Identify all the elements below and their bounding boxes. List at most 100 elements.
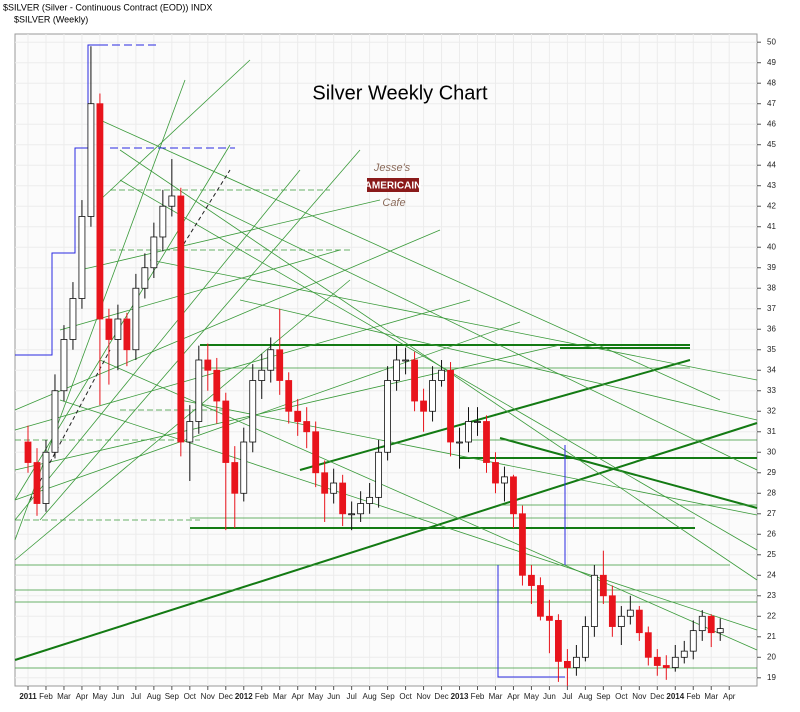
y-tick-label: 30 xyxy=(767,447,776,456)
candle-body xyxy=(501,476,508,484)
y-tick-label: 28 xyxy=(767,488,776,497)
trend-line xyxy=(119,179,758,551)
y-tick-label: 22 xyxy=(767,611,776,620)
candle-body xyxy=(465,421,472,443)
y-tick-label: 37 xyxy=(767,304,776,313)
x-tick-label: Oct xyxy=(184,692,197,701)
y-tick-label: 34 xyxy=(767,365,776,374)
logo-text: Cafe xyxy=(382,197,405,209)
trend-line xyxy=(99,119,721,401)
y-tick-label: 29 xyxy=(767,468,776,477)
x-tick-label: Jun xyxy=(327,692,340,701)
candle-body xyxy=(132,287,140,351)
trend-line xyxy=(99,59,251,201)
x-tick-label: Jul xyxy=(562,692,572,701)
y-tick-label: 39 xyxy=(767,263,776,272)
candle-body xyxy=(285,380,293,412)
x-tick-label: Nov xyxy=(416,692,430,701)
candle-body xyxy=(195,359,203,422)
candle-body xyxy=(168,195,176,207)
y-tick-label: 42 xyxy=(767,201,776,210)
x-tick-label: Aug xyxy=(147,692,161,701)
candle-body xyxy=(186,421,194,443)
x-tick-label: Jun xyxy=(111,692,124,701)
trend-line xyxy=(14,229,441,411)
trend-line xyxy=(239,299,758,421)
y-tick-label: 26 xyxy=(767,529,776,538)
y-tick-label: 33 xyxy=(767,386,776,395)
candle-body xyxy=(33,462,41,504)
x-tick-label: Apr xyxy=(76,692,89,701)
candle-body xyxy=(96,103,104,320)
candle-body xyxy=(267,349,275,371)
candle-body xyxy=(564,660,571,668)
y-tick-label: 44 xyxy=(767,160,776,169)
trend-line xyxy=(199,199,758,471)
y-tick-label: 49 xyxy=(767,58,776,67)
y-tick-label: 41 xyxy=(767,222,776,231)
trend-line xyxy=(14,321,521,501)
trend-line xyxy=(59,249,341,331)
logo-banner xyxy=(367,178,419,192)
candle-body xyxy=(330,482,338,494)
logo: Jesse's AMERICAIN Cafe xyxy=(365,162,422,209)
x-tick-label: May xyxy=(308,692,323,701)
x-tick-label: May xyxy=(524,692,539,701)
candle-body xyxy=(617,615,625,627)
candles xyxy=(24,46,724,686)
x-tick-label: Jul xyxy=(347,692,357,701)
trend-line xyxy=(499,437,758,509)
x-tick-label: Mar xyxy=(489,692,503,701)
candle-body xyxy=(249,380,257,443)
y-tick-label: 43 xyxy=(767,181,776,190)
trend-line xyxy=(14,169,301,521)
x-tick-label: May xyxy=(92,692,107,701)
candle-body xyxy=(608,595,616,627)
x-tick-label: Feb xyxy=(686,692,700,701)
x-tick-label: 2012 xyxy=(235,692,253,701)
y-tick-label: 24 xyxy=(767,570,776,579)
y-tick-label: 27 xyxy=(767,509,776,518)
candle-body xyxy=(555,619,562,662)
x-tick-label: Jun xyxy=(543,692,556,701)
y-tick-label: 19 xyxy=(767,673,776,682)
x-tick-label: 2013 xyxy=(451,692,469,701)
x-tick-label: Dec xyxy=(434,692,448,701)
candle-body xyxy=(671,656,679,668)
x-tick-label: Nov xyxy=(632,692,646,701)
candle-body xyxy=(24,441,32,463)
axes: 19 20 21 22 23 24 25 26 27 28 29 30 31 32 33 34 35 36 37 38… xyxy=(19,37,776,701)
candle-body xyxy=(177,195,185,443)
candle-body xyxy=(105,318,113,340)
chart-title: Silver Weekly Chart xyxy=(312,82,488,104)
trend-line xyxy=(149,259,758,381)
candle-body xyxy=(69,298,77,340)
candle-body xyxy=(581,626,589,658)
y-tick-label: 20 xyxy=(767,652,776,661)
candle-body xyxy=(483,421,490,463)
x-tick-label: Sep xyxy=(380,692,395,701)
candle-body xyxy=(60,339,68,392)
trend-line xyxy=(39,149,361,521)
candle-body xyxy=(492,462,499,484)
candle-body xyxy=(78,216,86,299)
x-tick-label: Apr xyxy=(291,692,304,701)
candle-body xyxy=(384,380,392,453)
candle-body xyxy=(258,369,266,381)
y-tick-label: 35 xyxy=(767,345,776,354)
blue-step-line xyxy=(15,44,100,356)
candle-body xyxy=(519,513,526,576)
trend-line xyxy=(79,199,381,271)
candle-body xyxy=(375,451,383,498)
x-tick-label: Feb xyxy=(39,692,53,701)
candle-body xyxy=(716,628,724,634)
y-tick-label: 21 xyxy=(767,632,776,641)
trend-line xyxy=(299,359,691,471)
candle-body xyxy=(339,482,347,515)
candle-body xyxy=(141,267,149,289)
y-tick-label: 36 xyxy=(767,324,776,333)
y-tick-label: 23 xyxy=(767,591,776,600)
candle-body xyxy=(537,585,544,617)
candle-body xyxy=(644,632,652,658)
